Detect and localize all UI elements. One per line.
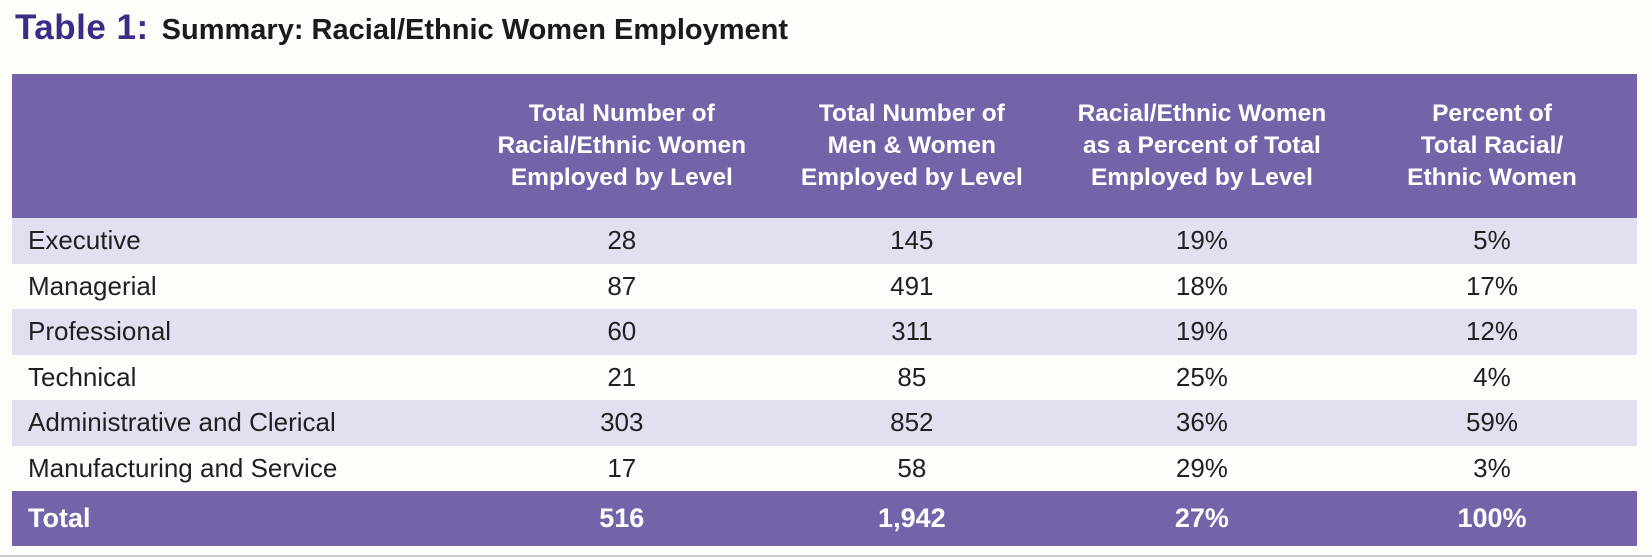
cell-percent-of-women: 3% [1473,452,1511,483]
total-percent-of-women: 100% [1457,503,1527,533]
cell-percent-of-women: 5% [1473,225,1511,256]
cell-men-women-employed: 85 [897,361,927,392]
cell-men-women-employed: 491 [890,270,934,301]
row-label: Technical [28,361,137,392]
cell-women-employed: 28 [607,225,637,256]
total-men-women-employed: 1,942 [878,503,946,533]
cell-percent-of-women: 59% [1465,407,1518,438]
cell-percent-of-women: 12% [1465,316,1518,347]
header-cell-women-employed: Total Number of Racial/Ethnic Women Empl… [497,99,747,192]
cell-men-women-employed: 58 [897,452,927,483]
cell-men-women-employed: 852 [890,407,934,438]
total-label: Total [28,503,91,533]
header-cell-percent-of-women: Percent of Total Racial/ Ethnic Women [1407,99,1577,192]
bottom-divider [0,555,1652,557]
table-caption: Summary: Racial/Ethnic Women Employment [161,14,789,46]
row-label: Professional [28,316,172,347]
table-number-label: Table 1: [15,8,149,47]
cell-percent-of-level: 18% [1175,270,1228,301]
cell-men-women-employed: 311 [891,316,933,347]
cell-men-women-employed: 145 [890,225,934,256]
cell-percent-of-women: 4% [1473,361,1511,392]
cell-women-employed: 303 [600,407,644,438]
row-label: Administrative and Clerical [28,407,336,438]
table-header-row: Total Number of Racial/Ethnic Women Empl… [12,74,1637,218]
cell-percent-of-women: 17% [1465,270,1518,301]
cell-women-employed: 21 [607,361,637,392]
table-row-manufacturing-service: Manufacturing and Service 17 58 29% 3% [12,446,1637,492]
cell-percent-of-level: 25% [1175,361,1228,392]
table-row-administrative-clerical: Administrative and Clerical 303 852 36% … [12,400,1637,446]
cell-percent-of-level: 36% [1175,407,1228,438]
table-row-managerial: Managerial 87 491 18% 17% [12,264,1637,310]
total-women-employed: 516 [599,503,645,533]
cell-women-employed: 87 [607,270,637,301]
cell-percent-of-level: 19% [1175,225,1228,256]
table-row-technical: Technical 21 85 25% 4% [12,355,1637,401]
cell-women-employed: 17 [607,452,637,483]
header-cell-men-women-employed: Total Number of Men & Women Employed by … [800,99,1023,192]
total-percent-of-level: 27% [1174,503,1229,533]
row-label: Manufacturing and Service [28,452,338,483]
cell-percent-of-level: 19% [1175,316,1228,347]
table-row-professional: Professional 60 311 19% 12% [12,309,1637,355]
row-label: Executive [28,225,141,256]
table-row-executive: Executive 28 145 19% 5% [12,218,1637,264]
table-total-row: Total 516 1,942 27% 100% [12,491,1637,546]
row-label: Managerial [28,270,157,301]
header-cell-percent-of-level: Racial/Ethnic Women as a Percent of Tota… [1077,99,1327,192]
employment-summary-table: Total Number of Racial/Ethnic Women Empl… [12,74,1637,546]
cell-percent-of-level: 29% [1175,452,1228,483]
table-title: Table 1: Summary: Racial/Ethnic Women Em… [15,8,788,48]
cell-women-employed: 60 [607,316,637,347]
